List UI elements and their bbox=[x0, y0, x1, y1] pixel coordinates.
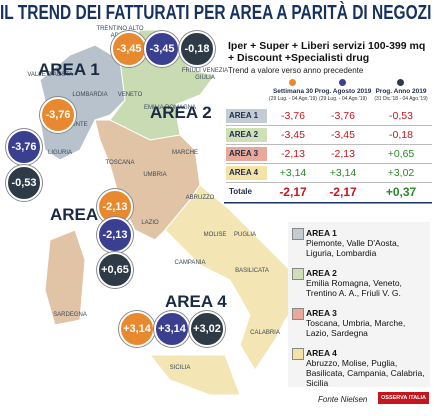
legend-title: AREA 1 bbox=[306, 228, 337, 238]
legend-title: AREA 3 bbox=[306, 308, 337, 318]
table-cell: +0,65 bbox=[387, 148, 415, 160]
region-label: UMBRIA bbox=[143, 172, 167, 178]
sardegna-shape bbox=[44, 229, 86, 326]
row-label: Totale bbox=[226, 185, 267, 199]
area-4-shape bbox=[164, 184, 331, 371]
legend-swatch bbox=[292, 228, 304, 240]
sicilia-shape bbox=[148, 354, 241, 396]
region-label: EMILIA ROMAGNA bbox=[143, 105, 196, 111]
table-cell: +3,14 bbox=[329, 167, 357, 179]
source: Fonte Nielsen bbox=[318, 395, 368, 404]
table-cell: -3,76 bbox=[331, 110, 355, 122]
area-label: AREA 1 bbox=[38, 60, 100, 79]
legend-swatch bbox=[292, 308, 304, 320]
region-label: CALABRIA bbox=[250, 330, 280, 336]
column-period: (29 Lug. - 04 Ago.'19) bbox=[319, 96, 367, 102]
table-subheading: Trend a valore verso anno precedente bbox=[228, 66, 364, 75]
region-label: VALLE D'AOSTA bbox=[27, 72, 73, 78]
row-label: AREA 2 bbox=[226, 128, 267, 142]
region-label: MOLISE bbox=[203, 232, 227, 238]
table-rule bbox=[224, 202, 432, 204]
value-bubble: +3,14 bbox=[119, 311, 155, 347]
region-label: ABRUZZO bbox=[185, 195, 215, 201]
table-cell: -3,45 bbox=[281, 129, 305, 141]
area-label: AREA 3 bbox=[50, 205, 112, 224]
region-label: MARCHE bbox=[171, 150, 198, 156]
column-period: (29 Lug. - 04 Ago.'19) bbox=[269, 96, 317, 102]
value-bubble: +3,02 bbox=[189, 311, 225, 347]
logo: OSSERVA ITALIA bbox=[378, 392, 430, 404]
value-bubble: -3,76 bbox=[6, 129, 42, 165]
legend-frame bbox=[288, 222, 430, 387]
table-cell: +0,37 bbox=[385, 185, 417, 199]
column-dot bbox=[339, 79, 346, 86]
value-bubble: -3,76 bbox=[40, 97, 76, 133]
legend-regions: Emilia Romagna, Veneto, Trentino A. A., … bbox=[306, 278, 402, 298]
row-rule bbox=[226, 163, 432, 164]
region-label: TOSCANA bbox=[105, 160, 135, 166]
area-label: AREA 4 bbox=[165, 292, 227, 311]
column-period: (31 Dic.'18 - 04 Ago.'19) bbox=[374, 96, 428, 102]
legend-regions: Piemonte, Valle D'Aosta, Liguria, Lombar… bbox=[306, 238, 400, 258]
value-bubble: -2,13 bbox=[97, 217, 133, 253]
table-cell: -0,18 bbox=[389, 129, 413, 141]
region-label: PUGLIA bbox=[233, 232, 256, 238]
table-cell: -2,17 bbox=[279, 185, 307, 199]
column-label: Prog. Agosto 2019 bbox=[314, 88, 372, 95]
row-rule bbox=[226, 144, 432, 145]
table-cell: +3,02 bbox=[387, 167, 415, 179]
column-dot bbox=[289, 79, 296, 86]
table-cell: -3,45 bbox=[331, 129, 355, 141]
legend-swatch bbox=[292, 268, 304, 280]
column-dot bbox=[397, 79, 404, 86]
title: IL TREND DEI FATTURATI PER AREA A PARITÀ… bbox=[0, 2, 432, 24]
region-label: SICILIA bbox=[169, 365, 191, 371]
region-label: CAMPANIA bbox=[174, 260, 206, 266]
table-cell: -2,13 bbox=[281, 148, 305, 160]
value-bubble: -3,45 bbox=[111, 31, 147, 67]
legend-title: AREA 2 bbox=[306, 268, 337, 278]
legend-swatch bbox=[292, 348, 304, 360]
region-label: BASILICATA bbox=[235, 268, 269, 274]
region-label: FRIULI VENEZIA GIULIA bbox=[181, 68, 229, 81]
row-rule bbox=[226, 125, 432, 126]
table-cell: +3,14 bbox=[279, 167, 307, 179]
area-label: AREA 2 bbox=[150, 103, 212, 122]
value-bubble: +0,65 bbox=[97, 252, 133, 288]
table-heading: Iper + Super + Liberi servizi 100-399 mq… bbox=[228, 40, 426, 64]
value-bubble: -3,45 bbox=[144, 31, 180, 67]
legend-title: AREA 4 bbox=[306, 348, 337, 358]
table-cell: -0,53 bbox=[389, 110, 413, 122]
legend-regions: Toscana, Umbria, Marche, Lazio, Sardegna bbox=[306, 318, 406, 338]
row-label: AREA 3 bbox=[226, 147, 267, 161]
row-label: AREA 4 bbox=[226, 166, 267, 180]
legend-regions: Abruzzo, Molise, Puglia, Basilicata, Cam… bbox=[306, 358, 425, 388]
column-label: Settimana 30 bbox=[272, 88, 314, 95]
row-label: AREA 1 bbox=[226, 109, 267, 123]
value-bubble: -0,18 bbox=[179, 31, 215, 67]
region-label: LOMBARDIA bbox=[72, 92, 108, 98]
region-label: LAZIO bbox=[141, 220, 159, 226]
value-bubble: +3,14 bbox=[154, 311, 190, 347]
value-bubble: -0,53 bbox=[6, 165, 42, 201]
region-label: VENETO bbox=[117, 92, 143, 98]
region-label: SARDEGNA bbox=[53, 312, 87, 318]
region-label: LIGURIA bbox=[47, 150, 72, 156]
table-cell: -2,13 bbox=[331, 148, 355, 160]
table-cell: -3,76 bbox=[281, 110, 305, 122]
table-cell: -2,17 bbox=[329, 185, 357, 199]
row-rule bbox=[226, 182, 432, 183]
column-label: Prog. Anno 2019 bbox=[375, 88, 427, 95]
